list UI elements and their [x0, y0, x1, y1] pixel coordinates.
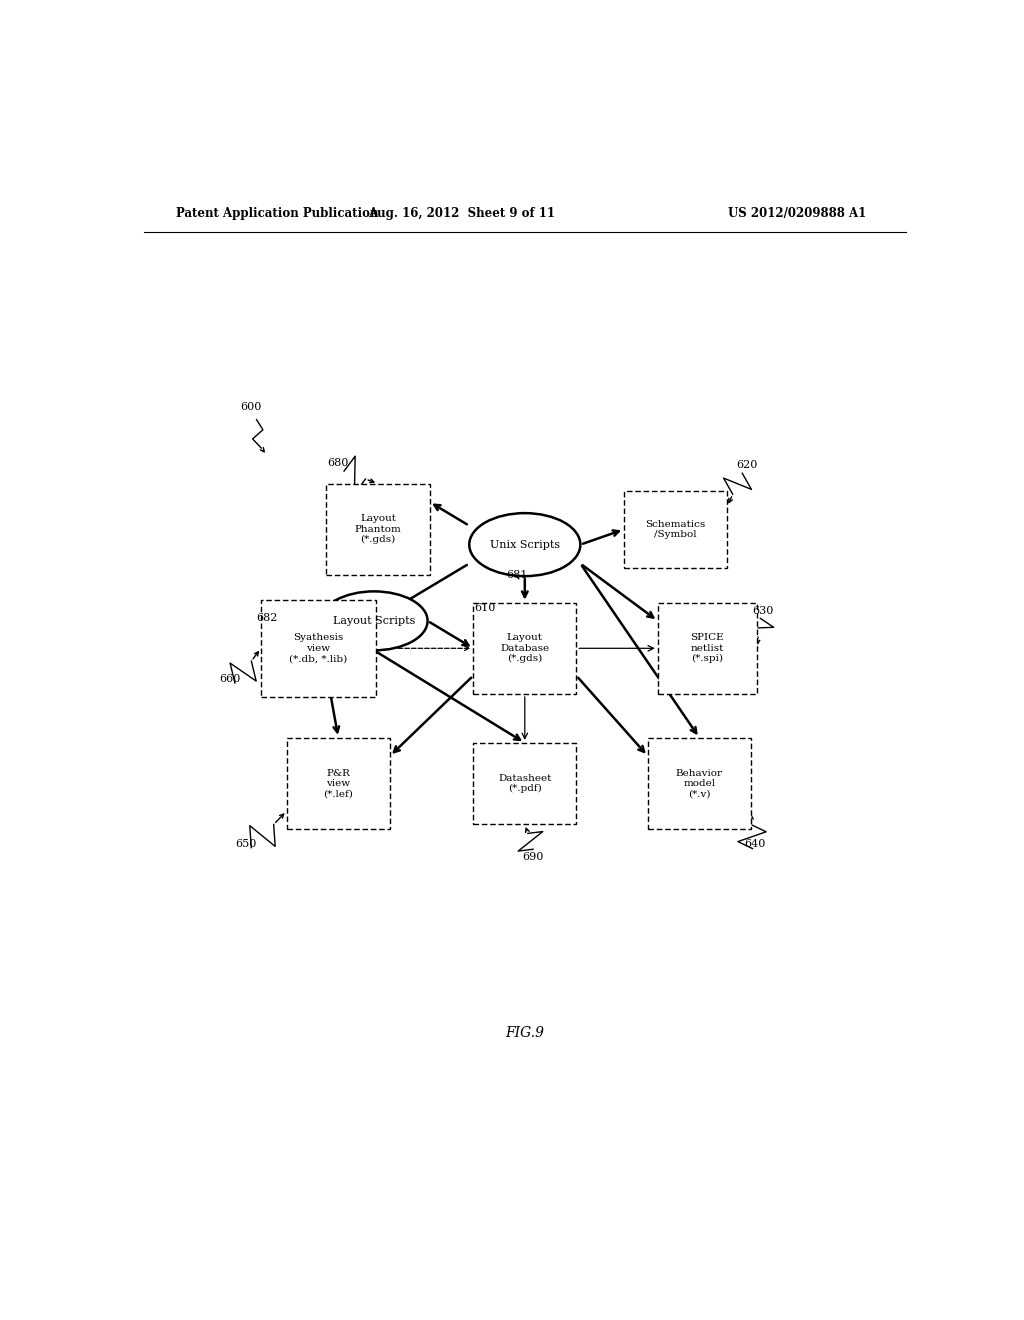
- FancyBboxPatch shape: [261, 601, 376, 697]
- Text: Layout
Database
(*.gds): Layout Database (*.gds): [501, 634, 549, 663]
- FancyBboxPatch shape: [624, 491, 727, 568]
- Text: Syathesis
view
(*.db, *.lib): Syathesis view (*.db, *.lib): [290, 634, 347, 663]
- Text: 630: 630: [753, 606, 773, 615]
- Text: Aug. 16, 2012  Sheet 9 of 11: Aug. 16, 2012 Sheet 9 of 11: [368, 207, 555, 220]
- Text: FIG.9: FIG.9: [505, 1026, 545, 1040]
- FancyBboxPatch shape: [473, 602, 577, 694]
- Text: Schematics
/Symbol: Schematics /Symbol: [645, 520, 706, 539]
- FancyBboxPatch shape: [648, 738, 751, 829]
- Text: 640: 640: [744, 840, 766, 850]
- Text: 620: 620: [736, 461, 758, 470]
- Text: Patent Application Publication: Patent Application Publication: [176, 207, 378, 220]
- Text: 680: 680: [328, 458, 349, 469]
- Text: 650: 650: [234, 840, 256, 850]
- Text: Layout
Phantom
(*.gds): Layout Phantom (*.gds): [354, 515, 401, 544]
- Text: US 2012/0209888 A1: US 2012/0209888 A1: [728, 207, 866, 220]
- Text: 660: 660: [219, 673, 241, 684]
- FancyBboxPatch shape: [327, 483, 430, 576]
- Text: P&R
view
(*.lef): P&R view (*.lef): [324, 768, 353, 799]
- Text: SPICE
netlist
(*.spi): SPICE netlist (*.spi): [690, 634, 724, 663]
- Ellipse shape: [469, 513, 581, 576]
- Text: Unix Scripts: Unix Scripts: [489, 540, 560, 549]
- Text: 610: 610: [474, 603, 496, 612]
- Text: 600: 600: [241, 403, 262, 412]
- Text: Behavior
model
(*.v): Behavior model (*.v): [676, 768, 723, 799]
- Text: Datasheet
(*.pdf): Datasheet (*.pdf): [498, 774, 552, 793]
- Text: Layout Scripts: Layout Scripts: [333, 616, 415, 626]
- Text: 682: 682: [256, 612, 278, 623]
- FancyBboxPatch shape: [287, 738, 390, 829]
- Text: 690: 690: [522, 851, 544, 862]
- FancyBboxPatch shape: [657, 602, 757, 694]
- Ellipse shape: [321, 591, 428, 651]
- FancyBboxPatch shape: [473, 743, 577, 824]
- Text: 681: 681: [506, 570, 527, 579]
